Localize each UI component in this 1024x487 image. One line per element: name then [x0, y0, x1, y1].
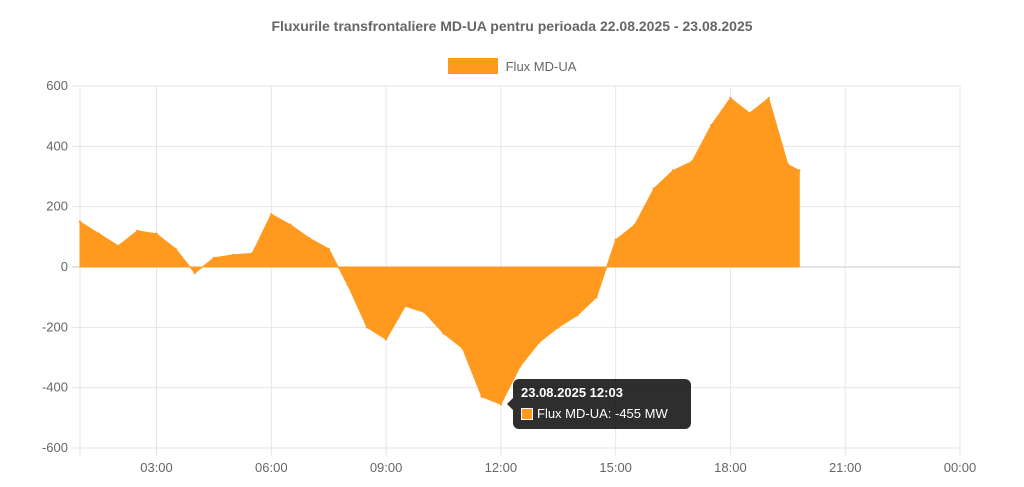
series-area-flux-md-ua[interactable]: [79, 97, 800, 405]
data-point[interactable]: [576, 314, 579, 317]
tooltip-title: 23.08.2025 12:03: [521, 385, 623, 400]
data-point[interactable]: [710, 124, 713, 127]
tooltip-caret: [507, 398, 513, 410]
x-tick-label: 09:00: [370, 460, 403, 475]
data-point[interactable]: [270, 213, 273, 216]
data-point[interactable]: [78, 220, 82, 223]
data-point[interactable]: [384, 338, 388, 341]
y-tick-label: -600: [42, 440, 68, 455]
data-point[interactable]: [97, 232, 101, 236]
data-point[interactable]: [423, 311, 426, 314]
y-tick-label: 600: [46, 78, 68, 93]
y-tick-label: 200: [46, 199, 68, 214]
data-point[interactable]: [518, 365, 522, 368]
x-tick-label: 03:00: [140, 460, 173, 475]
data-point[interactable]: [212, 256, 216, 260]
data-point[interactable]: [499, 403, 503, 406]
data-point[interactable]: [461, 347, 464, 350]
legend-label[interactable]: Flux MD-UA: [505, 58, 577, 74]
data-point[interactable]: [442, 332, 445, 335]
data-point[interactable]: [250, 252, 254, 255]
data-point[interactable]: [117, 244, 120, 248]
data-point[interactable]: [327, 247, 330, 251]
tooltip-swatch: [521, 407, 533, 420]
data-point[interactable]: [729, 96, 732, 100]
data-point[interactable]: [365, 326, 369, 329]
data-point[interactable]: [404, 305, 407, 308]
data-point[interactable]: [231, 253, 235, 257]
data-point[interactable]: [652, 187, 656, 190]
chart-tooltip: 23.08.2025 12:03 Flux MD-UA: -455 MW: [507, 379, 691, 429]
legend-swatch[interactable]: [447, 58, 498, 74]
data-point[interactable]: [690, 160, 694, 163]
x-tick-label: 21:00: [829, 460, 862, 475]
data-point[interactable]: [174, 247, 177, 251]
data-point[interactable]: [614, 238, 617, 242]
data-point[interactable]: [537, 341, 541, 344]
data-point[interactable]: [346, 283, 350, 287]
x-tick-label: 18:00: [714, 460, 747, 475]
data-point[interactable]: [136, 229, 139, 232]
tooltip-row: Flux MD-UA: -455 MW: [521, 406, 683, 421]
legend[interactable]: Flux MD-UA: [0, 58, 1024, 74]
x-tick-label: 00:00: [944, 460, 977, 475]
y-tick-label: -200: [42, 319, 68, 334]
data-point[interactable]: [798, 169, 801, 172]
y-tick-label: 400: [46, 138, 68, 153]
y-tick-label: 0: [61, 259, 68, 274]
x-tick-label: 15:00: [599, 460, 632, 475]
x-tick-label: 12:00: [485, 460, 518, 475]
data-point[interactable]: [767, 96, 770, 100]
data-point[interactable]: [289, 223, 292, 226]
data-point[interactable]: [595, 295, 598, 299]
data-point[interactable]: [748, 111, 751, 115]
y-tick-label: -400: [42, 380, 68, 395]
data-point[interactable]: [633, 223, 636, 226]
data-point[interactable]: [155, 232, 158, 236]
tooltip-label: Flux MD-UA: -455 MW: [537, 406, 668, 421]
chart-title: Fluxurile transfrontaliere MD-UA pentru …: [271, 18, 753, 34]
data-point[interactable]: [557, 326, 560, 329]
data-point[interactable]: [193, 271, 196, 275]
data-point[interactable]: [480, 395, 483, 398]
data-point[interactable]: [671, 169, 675, 172]
x-tick-label: 06:00: [255, 460, 288, 475]
data-point[interactable]: [786, 163, 790, 166]
data-point[interactable]: [308, 237, 311, 240]
